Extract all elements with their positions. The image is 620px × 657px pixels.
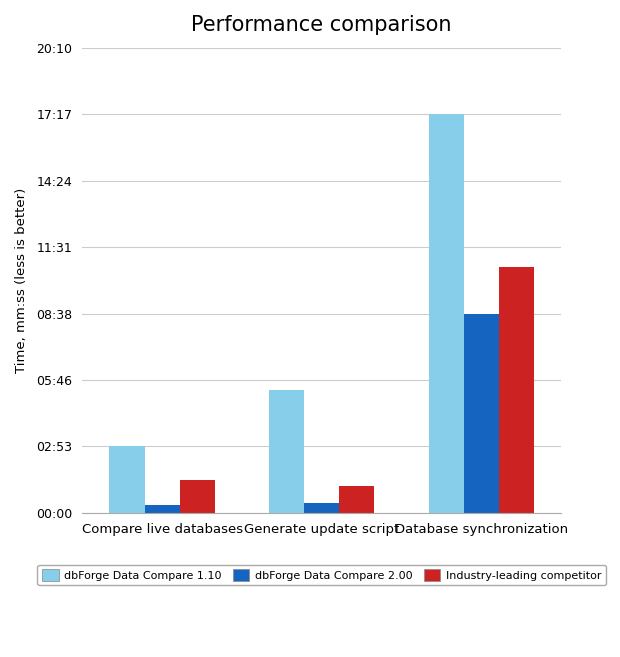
Bar — [499, 267, 534, 513]
Bar — [144, 505, 180, 513]
Bar — [304, 503, 339, 513]
Bar — [339, 486, 374, 513]
Bar — [269, 390, 304, 513]
Y-axis label: Time, mm:ss (less is better): Time, mm:ss (less is better) — [15, 188, 28, 373]
Bar — [180, 480, 215, 513]
Legend: dbForge Data Compare 1.10, dbForge Data Compare 2.00, Industry-leading competito: dbForge Data Compare 1.10, dbForge Data … — [37, 565, 606, 585]
Bar — [428, 114, 464, 513]
Title: Performance comparison: Performance comparison — [192, 15, 452, 35]
Bar — [464, 314, 499, 513]
Bar — [110, 447, 144, 513]
